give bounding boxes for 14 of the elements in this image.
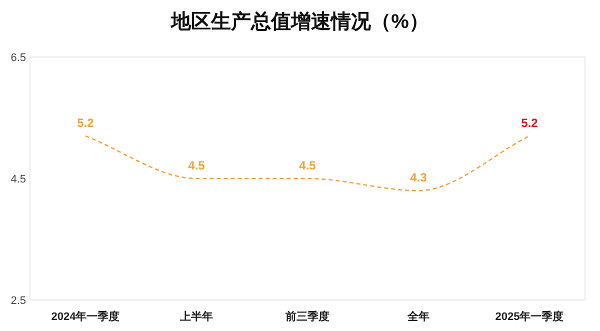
chart-title: 地区生产总值增速情况（%） — [170, 10, 429, 33]
x-tick-label: 前三季度 — [284, 310, 330, 323]
y-tick-label: 6.5 — [10, 52, 26, 64]
data-label: 4.5 — [188, 158, 206, 172]
data-label: 5.2 — [77, 116, 94, 130]
data-label: 4.5 — [299, 158, 316, 172]
y-tick-label: 2.5 — [10, 295, 26, 307]
data-label: 5.2 — [521, 116, 538, 130]
x-tick-label: 上半年 — [179, 310, 213, 323]
x-tick-label: 全年 — [406, 310, 430, 323]
data-label: 4.3 — [410, 170, 428, 185]
x-tick-label: 2024年一季度 — [51, 310, 120, 323]
y-tick-label: 4.5 — [10, 174, 26, 186]
x-tick-label: 2025年一季度 — [495, 310, 564, 323]
